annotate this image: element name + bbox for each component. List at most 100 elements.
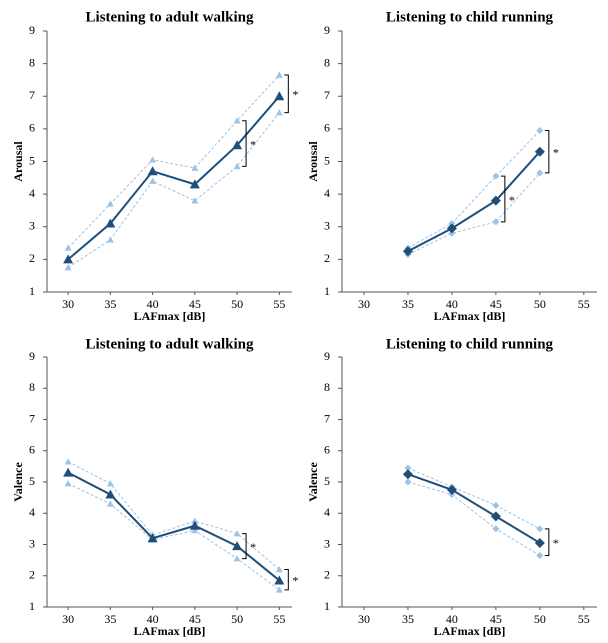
marker: [105, 218, 116, 228]
significance-label: *: [292, 573, 298, 587]
y-tick-label: 2: [29, 251, 35, 265]
x-tick-label: 45: [490, 297, 502, 311]
marker: [402, 246, 413, 257]
series-line: [67, 471, 280, 582]
x-tick-label: 40: [446, 612, 458, 626]
y-tick-label: 8: [324, 55, 330, 69]
marker: [534, 537, 545, 548]
marker: [63, 254, 74, 264]
y-tick-label: 8: [29, 380, 35, 394]
x-tick-label: 50: [231, 297, 243, 311]
marker: [106, 480, 114, 487]
y-tick-label: 1: [29, 284, 35, 298]
y-tick-label: 1: [324, 599, 330, 613]
y-tick-label: 6: [29, 443, 35, 457]
marker: [402, 469, 413, 480]
series-line: [67, 74, 280, 249]
x-tick-label: 50: [534, 612, 546, 626]
y-tick-label: 3: [324, 536, 330, 550]
y-tick-label: 9: [324, 349, 330, 363]
marker: [534, 146, 545, 157]
marker: [536, 127, 544, 135]
y-tick-label: 4: [29, 505, 35, 519]
y-axis-label: Arousal: [11, 141, 25, 182]
marker: [232, 541, 243, 551]
marker: [191, 517, 199, 524]
significance-bracket: [544, 130, 550, 174]
marker: [492, 172, 500, 180]
x-tick-label: 45: [490, 612, 502, 626]
series-line: [407, 473, 541, 544]
marker: [233, 530, 241, 537]
marker: [232, 140, 243, 150]
y-tick-label: 5: [324, 153, 330, 167]
marker: [147, 533, 158, 543]
y-tick-label: 4: [324, 505, 330, 519]
marker: [106, 236, 114, 243]
marker: [274, 575, 285, 585]
marker: [490, 511, 501, 522]
marker: [492, 218, 500, 226]
y-tick-label: 6: [29, 121, 35, 135]
x-tick-label: 30: [62, 297, 74, 311]
marker: [63, 467, 74, 477]
marker: [275, 71, 283, 78]
marker: [189, 520, 200, 530]
x-tick-label: 30: [62, 612, 74, 626]
marker: [492, 525, 500, 533]
chart-title: Listening to adult walking: [86, 336, 254, 352]
series-line: [67, 461, 280, 570]
marker: [233, 162, 241, 170]
marker: [233, 117, 241, 124]
y-tick-label: 9: [29, 349, 35, 363]
marker: [64, 458, 72, 465]
y-tick-label: 9: [324, 23, 330, 37]
y-tick-label: 3: [324, 219, 330, 233]
x-tick-label: 45: [189, 612, 201, 626]
marker: [191, 526, 199, 534]
chart-title: Listening to adult walking: [86, 9, 254, 25]
y-tick-label: 1: [29, 599, 35, 613]
series-line: [67, 95, 281, 261]
y-tick-label: 7: [324, 411, 330, 425]
y-tick-label: 5: [324, 474, 330, 488]
x-tick-label: 45: [189, 297, 201, 311]
series-line: [407, 481, 541, 556]
x-tick-label: 55: [273, 297, 285, 311]
significance-label: *: [250, 137, 256, 151]
y-tick-label: 4: [324, 186, 330, 200]
x-tick-label: 35: [104, 612, 116, 626]
x-tick-label: 35: [104, 297, 116, 311]
significance-label: *: [509, 193, 515, 207]
significance-label: *: [553, 536, 559, 550]
marker: [274, 91, 285, 101]
y-tick-label: 5: [29, 153, 35, 167]
x-tick-label: 30: [358, 612, 370, 626]
significance-label: *: [292, 88, 298, 102]
series-line: [407, 467, 541, 530]
significance-bracket: [284, 74, 289, 114]
y-tick-label: 4: [29, 186, 35, 200]
y-tick-label: 8: [29, 55, 35, 69]
marker: [536, 551, 544, 559]
chart-title: Listening to child running: [386, 336, 554, 352]
marker: [149, 177, 157, 184]
x-tick-label: 55: [578, 297, 590, 311]
significance-bracket: [500, 175, 506, 223]
marker: [189, 179, 200, 189]
marker: [404, 478, 412, 486]
chart-title: Listening to child running: [386, 9, 554, 25]
y-tick-label: 9: [29, 23, 35, 37]
series-line: [67, 112, 280, 268]
y-tick-label: 3: [29, 536, 35, 550]
series-line: [407, 151, 541, 253]
marker: [191, 164, 199, 171]
y-tick-label: 6: [324, 121, 330, 135]
y-tick-label: 5: [29, 474, 35, 488]
x-tick-label: 40: [147, 297, 159, 311]
significance-label: *: [250, 540, 256, 554]
